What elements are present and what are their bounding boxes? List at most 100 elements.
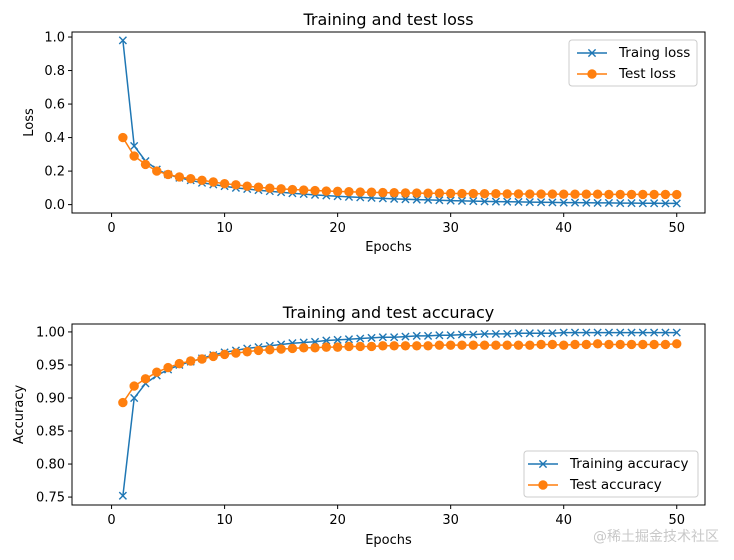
loss-point-train [661, 199, 670, 208]
loss-x-tick-label: 40 [555, 221, 572, 236]
accuracy-point-test [163, 362, 173, 373]
accuracy-point-test [152, 367, 162, 377]
accuracy-point-train [322, 336, 331, 345]
accuracy-point-train [503, 329, 512, 339]
loss-point-test [513, 189, 524, 199]
accuracy-x-ticks: 0 10 20 30 40 50 [107, 505, 685, 528]
accuracy-legend: Training accuracy Test accuracy [523, 450, 699, 498]
accuracy-point-test [457, 340, 467, 350]
accuracy-point-test [604, 339, 614, 350]
loss-x-tick-label: 50 [668, 221, 685, 236]
accuracy-point-train [672, 328, 681, 337]
loss-y-tick-label: 0.0 [44, 198, 65, 213]
accuracy-point-train [616, 328, 625, 337]
loss-point-train [548, 198, 557, 207]
accuracy-point-train [661, 328, 670, 337]
accuracy-point-test [491, 340, 501, 350]
accuracy-point-train [435, 331, 444, 340]
loss-point-test [140, 159, 151, 170]
loss-point-test [457, 188, 467, 199]
accuracy-y-axis-label: Accuracy [12, 385, 27, 445]
accuracy-point-test [208, 351, 218, 362]
accuracy-point-train [537, 329, 546, 338]
loss-point-test [423, 188, 433, 198]
loss-point-test [581, 189, 592, 199]
loss-point-train [593, 198, 602, 208]
accuracy-point-test [378, 341, 388, 351]
loss-x-ticks: 0 10 20 30 40 50 [107, 213, 685, 236]
accuracy-chart-title: Training and test accuracy [282, 303, 494, 322]
accuracy-point-test [185, 356, 196, 366]
accuracy-point-test [310, 343, 320, 353]
accuracy-point-train [412, 331, 421, 340]
loss-series [118, 36, 682, 208]
loss-legend-marker-test [587, 69, 597, 79]
accuracy-point-train [559, 328, 568, 337]
accuracy-point-test [140, 374, 151, 384]
loss-point-test [231, 180, 241, 190]
accuracy-x-tick-label: 10 [216, 513, 233, 528]
loss-point-test [355, 187, 365, 197]
accuracy-point-train [525, 329, 534, 338]
loss-x-axis-label: Epochs [365, 240, 412, 255]
loss-point-test [332, 186, 343, 197]
accuracy-point-test [412, 341, 422, 351]
accuracy-point-train [344, 335, 354, 344]
accuracy-point-train [638, 328, 647, 337]
accuracy-y-ticks: 0.75 0.80 0.85 0.90 0.95 1.00 [36, 325, 72, 506]
loss-point-test [638, 189, 648, 200]
loss-point-test [604, 189, 614, 200]
loss-point-test [570, 189, 580, 199]
accuracy-point-test [434, 340, 445, 350]
loss-point-train [570, 198, 580, 207]
accuracy-point-test [242, 347, 252, 357]
accuracy-point-test [276, 344, 286, 354]
loss-point-test [389, 188, 399, 198]
accuracy-y-tick-label: 0.85 [36, 425, 65, 440]
accuracy-point-train [390, 333, 399, 342]
accuracy-point-test [581, 339, 592, 350]
accuracy-point-test [197, 354, 207, 364]
loss-point-test [208, 177, 218, 187]
accuracy-point-train [491, 329, 500, 339]
loss-point-test [468, 188, 478, 199]
accuracy-point-test [400, 341, 411, 351]
accuracy-point-test [660, 339, 671, 350]
loss-legend-label-train: Traing loss [618, 45, 690, 61]
loss-legend-marker-train [587, 48, 597, 58]
loss-point-train [435, 196, 444, 205]
loss-point-train [412, 195, 421, 204]
loss-point-train [525, 198, 534, 207]
accuracy-point-test [445, 340, 456, 350]
loss-y-ticks: 0.0 0.2 0.4 0.6 0.8 1.0 [44, 31, 72, 213]
accuracy-point-train [367, 333, 376, 342]
accuracy-point-test [626, 339, 637, 350]
accuracy-y-tick-label: 0.90 [36, 391, 65, 406]
accuracy-chart: Training and test accuracy 0 10 20 30 40 50 0… [12, 303, 706, 548]
loss-point-test [649, 189, 659, 200]
loss-y-tick-label: 0.8 [44, 64, 65, 79]
loss-point-train [480, 197, 489, 206]
loss-point-test [197, 175, 207, 186]
loss-point-test [242, 181, 252, 191]
accuracy-x-axis-label: Epochs [365, 533, 412, 548]
accuracy-point-test [253, 345, 264, 356]
loss-point-test [185, 173, 196, 184]
accuracy-point-train [423, 331, 433, 340]
accuracy-y-tick-label: 0.80 [36, 458, 65, 473]
loss-x-tick-label: 20 [329, 221, 346, 236]
loss-point-test [445, 188, 456, 199]
loss-point-test [559, 189, 569, 199]
loss-point-test [366, 187, 377, 197]
accuracy-legend-marker-test [538, 480, 548, 490]
accuracy-point-train [401, 332, 410, 341]
accuracy-point-test [118, 397, 128, 408]
loss-point-test [310, 185, 320, 196]
accuracy-series [118, 328, 682, 500]
loss-point-test [434, 188, 445, 198]
loss-x-tick-label: 0 [107, 221, 115, 236]
loss-point-train [491, 197, 500, 206]
accuracy-point-test [344, 341, 354, 352]
loss-point-train [130, 141, 139, 151]
accuracy-legend-label-train: Training accuracy [569, 456, 688, 472]
